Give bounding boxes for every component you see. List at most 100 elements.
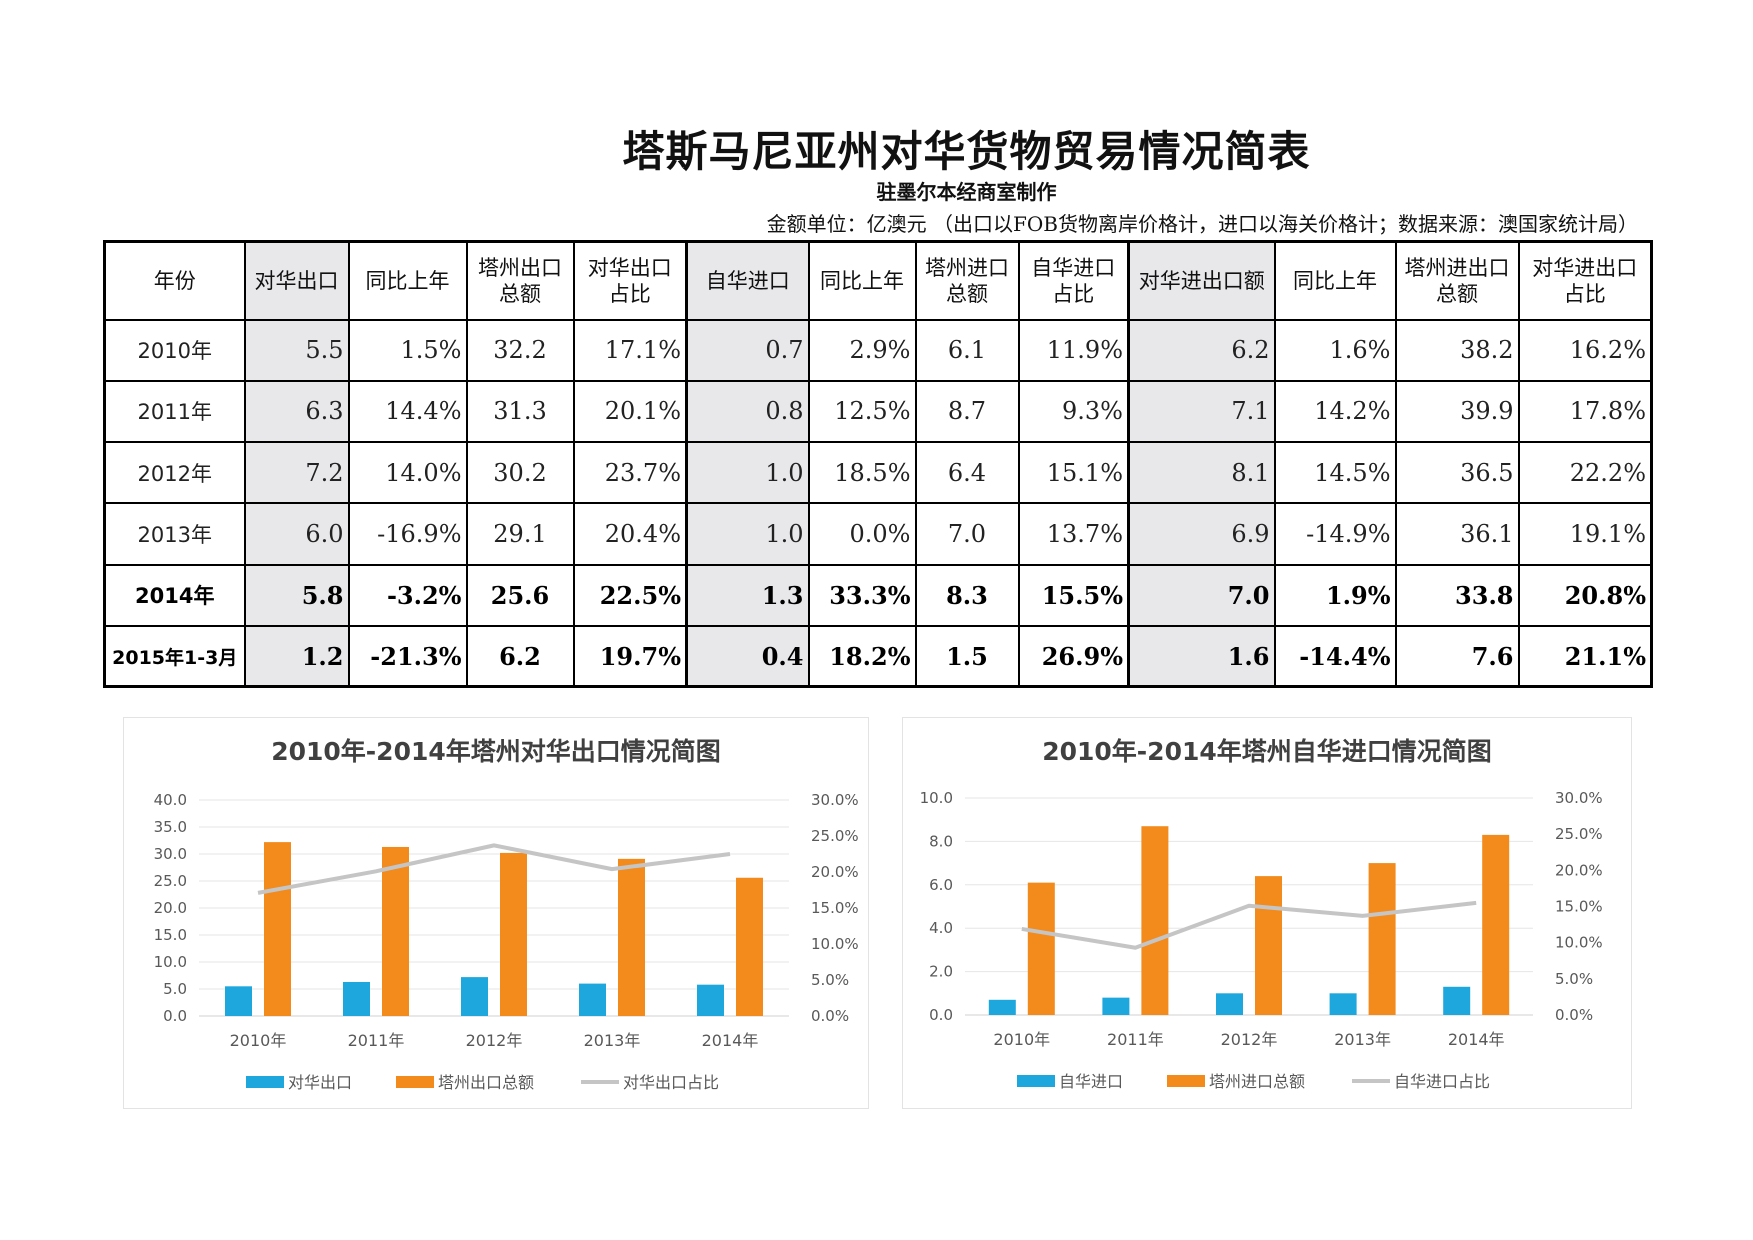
cell-total-trade: 33.8 (1394, 563, 1520, 628)
cell-total-export: 30.2 (465, 441, 575, 505)
page-title: 塔斯马尼亚州对华货物贸易情况简表 (622, 127, 1311, 176)
cell-trade-share: 22.2% (1517, 441, 1653, 505)
y-tick-label: 5.0 (163, 980, 187, 998)
header-export-yoy: 同比上年 (347, 240, 468, 321)
cell-trade-with-china: 6.9 (1127, 502, 1276, 566)
cell-import-yoy: 0.0% (807, 502, 917, 566)
y-tick-label: 0.0 (929, 1006, 953, 1024)
header-trade-share: 对华进出口占比 (1517, 240, 1653, 321)
cell-year: 2012年 (103, 441, 246, 505)
y-tick-label: 10.0 (920, 789, 953, 807)
cell-import-share: 15.1% (1017, 441, 1130, 505)
legend-label: 对华出口占比 (623, 1073, 719, 1092)
cell-export-yoy: -16.9% (347, 502, 468, 566)
x-tick-label: 2013年 (1334, 1030, 1391, 1049)
cell-trade-yoy: 1.6% (1273, 318, 1397, 382)
bar-china (1329, 993, 1357, 1015)
header-year: 年份 (103, 240, 246, 321)
bar-total (382, 846, 409, 1016)
cell-export-to-china: 6.3 (243, 379, 350, 444)
legend-label: 塔州进口总额 (1209, 1072, 1305, 1091)
cell-total-export: 25.6 (465, 563, 575, 628)
bar-total (736, 877, 763, 1016)
cell-export-share: 19.7% (572, 625, 688, 688)
header-trade-yoy: 同比上年 (1273, 240, 1397, 321)
cell-import-from-china: 0.8 (685, 379, 810, 444)
export-chart: 2010年-2014年塔州对华出口情况简图 0.0 5.0 10.0 15.0 20.0… (123, 717, 869, 1109)
y-tick-label: 25.0 (154, 872, 187, 890)
cell-import-yoy: 33.3% (807, 563, 917, 628)
cell-total-trade: 39.9 (1394, 379, 1520, 444)
y2-tick-label: 20.0% (811, 863, 859, 881)
y-tick-label: 4.0 (929, 919, 953, 937)
y-tick-label: 30.0 (154, 845, 187, 863)
cell-trade-share: 21.1% (1517, 625, 1653, 688)
legend-swatch (1017, 1075, 1055, 1087)
bar-china (988, 999, 1016, 1015)
cell-export-to-china: 1.2 (243, 625, 350, 688)
y-tick-label: 15.0 (154, 926, 187, 944)
cell-trade-with-china: 7.1 (1127, 379, 1276, 444)
y-tick-label: 40.0 (154, 791, 187, 809)
bar-total (1141, 826, 1169, 1015)
cell-trade-yoy: -14.4% (1273, 625, 1397, 688)
y2-tick-label: 25.0% (811, 827, 859, 845)
legend-swatch (1167, 1075, 1205, 1087)
cell-trade-yoy: 14.2% (1273, 379, 1397, 444)
header-total-export: 塔州出口总额 (465, 240, 575, 321)
y2-tick-label: 15.0% (1555, 898, 1603, 916)
import-chart-title: 2010年-2014年塔州自华进口情况简图 (1042, 737, 1492, 766)
x-tick-label: 2014年 (1448, 1030, 1505, 1049)
bar-china (1216, 993, 1243, 1015)
cell-total-export: 29.1 (465, 502, 575, 566)
y2-tick-label: 25.0% (1555, 825, 1603, 843)
header-total-trade: 塔州进出口总额 (1394, 240, 1520, 321)
cell-year: 2014年 (103, 563, 246, 628)
y2-tick-label: 20.0% (1555, 861, 1603, 879)
x-tick-label: 2011年 (1107, 1030, 1164, 1049)
x-tick-label: 2011年 (348, 1031, 405, 1050)
share-line (257, 843, 731, 895)
cell-export-yoy: 14.0% (347, 441, 468, 505)
page-subtitle: 驻墨尔本经商室制作 (876, 180, 1057, 204)
bar-china (579, 983, 606, 1016)
header-import-share: 自华进口占比 (1017, 240, 1130, 321)
y-tick-label: 20.0 (154, 899, 187, 917)
cell-trade-with-china: 8.1 (1127, 441, 1276, 505)
cell-trade-with-china: 6.2 (1127, 318, 1276, 382)
export-chart-title: 2010年-2014年塔州对华出口情况简图 (271, 737, 721, 766)
cell-trade-yoy: -14.9% (1273, 502, 1397, 566)
cell-year: 2013年 (103, 502, 246, 566)
cell-import-yoy: 18.2% (807, 625, 917, 688)
cell-export-share: 23.7% (572, 441, 688, 505)
cell-total-export: 31.3 (465, 379, 575, 444)
cell-total-import: 8.3 (914, 563, 1020, 628)
table-row: 2014年 5.8 -3.2% 25.6 22.5% 1.3 33.3% 8.3 15.5% 7.… (103, 563, 1653, 628)
y2-tick-label: 30.0% (811, 791, 859, 809)
table-row: 2010年 5.5 1.5% 32.2 17.1% 0.7 2.9% 6.1 11.9% 6.2 1… (103, 318, 1653, 382)
cell-total-trade: 36.1 (1394, 502, 1520, 566)
table-row: 2011年 6.3 14.4% 31.3 20.1% 0.8 12.5% 8.7 9.3% 7.1… (103, 379, 1653, 444)
x-tick-label: 2012年 (466, 1031, 523, 1050)
y2-tick-label: 5.0% (1555, 970, 1593, 988)
cell-import-yoy: 18.5% (807, 441, 917, 505)
bar-total (1482, 834, 1510, 1015)
y-tick-label: 2.0 (929, 963, 953, 981)
cell-import-from-china: 1.3 (685, 563, 810, 628)
cell-total-export: 6.2 (465, 625, 575, 688)
y2-tick-label: 0.0% (811, 1007, 849, 1025)
cell-import-from-china: 0.7 (685, 318, 810, 382)
table-row: 2012年 7.2 14.0% 30.2 23.7% 1.0 18.5% 6.4 15.1% 8.… (103, 441, 1653, 505)
cell-import-share: 26.9% (1017, 625, 1130, 688)
x-tick-label: 2014年 (702, 1031, 759, 1050)
cell-trade-share: 20.8% (1517, 563, 1653, 628)
y2-tick-label: 5.0% (811, 971, 849, 989)
legend-label: 塔州出口总额 (438, 1073, 534, 1092)
y-tick-label: 35.0 (154, 818, 187, 836)
cell-export-to-china: 6.0 (243, 502, 350, 566)
share-line (1021, 900, 1477, 950)
y2-tick-label: 10.0% (811, 935, 859, 953)
import-chart-svg: 0.0 2.0 4.0 6.0 8.0 10.0 0.0% 5.0% 10.0% 15.0% 20.… (920, 789, 1603, 1091)
header-export-share: 对华出口占比 (572, 240, 688, 321)
bar-china (1443, 986, 1471, 1015)
